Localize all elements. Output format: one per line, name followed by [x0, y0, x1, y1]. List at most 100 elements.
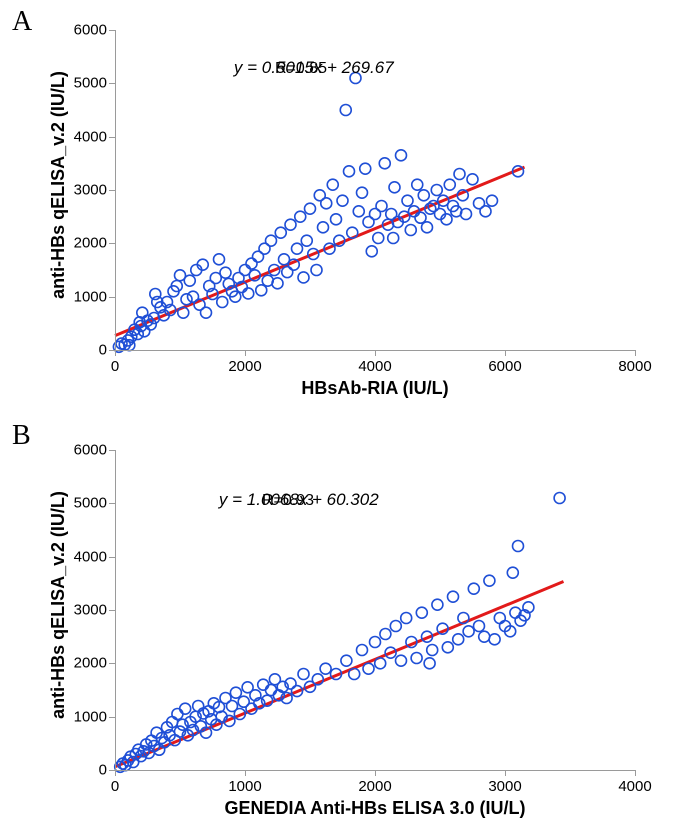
scatter-marker — [337, 195, 348, 206]
scatter-marker — [416, 607, 427, 618]
y-tick — [109, 350, 115, 351]
y-tick — [109, 83, 115, 84]
scatter-marker — [150, 289, 161, 300]
y-tick-label: 3000 — [65, 602, 107, 619]
scatter-marker — [467, 174, 478, 185]
scatter-marker — [295, 211, 306, 222]
scatter-marker — [172, 709, 183, 720]
x-tick-label: 4000 — [358, 358, 391, 375]
scatter-marker — [402, 195, 413, 206]
y-tick-label: 2000 — [65, 655, 107, 672]
scatter-marker — [396, 150, 407, 161]
x-tick — [635, 350, 636, 356]
y-tick — [109, 503, 115, 504]
scatter-marker — [298, 669, 309, 680]
panel-letter-b: B — [12, 420, 31, 452]
scatter-marker — [282, 267, 293, 278]
scatter-marker — [311, 265, 322, 276]
scatter-marker — [376, 201, 387, 212]
y-tick-label: 4000 — [65, 548, 107, 565]
scatter-marker — [375, 658, 386, 669]
scatter-marker — [298, 272, 309, 283]
x-tick-label: 4000 — [618, 778, 651, 795]
y-tick — [109, 243, 115, 244]
scatter-marker — [487, 195, 498, 206]
scatter-marker — [442, 642, 453, 653]
y-tick-label: 3000 — [65, 182, 107, 199]
scatter-marker — [318, 222, 329, 233]
y-axis-a — [115, 30, 116, 350]
scatter-marker — [454, 169, 465, 180]
scatter-marker — [180, 703, 191, 714]
scatter-marker — [453, 634, 464, 645]
x-tick-label: 2000 — [358, 778, 391, 795]
scatter-marker — [418, 190, 429, 201]
x-tick — [505, 770, 506, 776]
y-tick-label: 1000 — [65, 288, 107, 305]
panel-letter-a: A — [12, 6, 32, 38]
scatter-marker — [357, 645, 368, 656]
y-tick-label: 5000 — [65, 495, 107, 512]
scatter-marker — [468, 583, 479, 594]
scatter-marker — [494, 613, 505, 624]
x-tick-label: 3000 — [488, 778, 521, 795]
y-tick-label: 0 — [65, 342, 107, 359]
x-tick — [115, 350, 116, 356]
scatter-marker — [411, 653, 422, 664]
x-tick — [375, 350, 376, 356]
scatter-marker — [357, 187, 368, 198]
y-tick — [109, 190, 115, 191]
scatter-marker — [340, 105, 351, 116]
scatter-marker — [201, 307, 212, 318]
scatter-marker — [285, 219, 296, 230]
scatter-marker — [246, 258, 257, 269]
y-tick — [109, 610, 115, 611]
x-tick-label: 0 — [111, 778, 119, 795]
scatter-marker — [275, 227, 286, 238]
scatter-marker — [220, 267, 231, 278]
y-tick — [109, 770, 115, 771]
scatter-marker — [380, 629, 391, 640]
r-value-b: R=0.93 — [262, 492, 314, 510]
x-tick — [115, 770, 116, 776]
scatter-marker — [427, 645, 438, 656]
scatter-marker — [513, 541, 524, 552]
x-tick-label: 8000 — [618, 358, 651, 375]
scatter-marker — [479, 631, 490, 642]
scatter-marker — [554, 493, 565, 504]
scatter-marker — [474, 621, 485, 632]
scatter-marker — [389, 182, 400, 193]
scatter-marker — [461, 209, 472, 220]
y-tick — [109, 450, 115, 451]
scatter-marker — [321, 198, 332, 209]
y-tick — [109, 297, 115, 298]
scatter-marker — [217, 297, 228, 308]
x-axis-title-b: GENEDIA Anti-HBs ELISA 3.0 (IU/L) — [115, 798, 635, 819]
scatter-marker — [230, 687, 241, 698]
x-tick — [375, 770, 376, 776]
y-tick-label: 6000 — [65, 22, 107, 39]
x-tick-label: 0 — [111, 358, 119, 375]
scatter-marker — [388, 233, 399, 244]
y-tick-label: 5000 — [65, 75, 107, 92]
scatter-marker — [405, 225, 416, 236]
y-tick — [109, 663, 115, 664]
y-tick-label: 2000 — [65, 235, 107, 252]
fit-line — [115, 582, 564, 767]
x-tick — [245, 770, 246, 776]
scatter-marker — [366, 246, 377, 257]
scatter-marker — [363, 663, 374, 674]
scatter-marker — [432, 599, 443, 610]
y-tick — [109, 137, 115, 138]
scatter-marker — [401, 613, 412, 624]
scatter-marker — [448, 591, 459, 602]
figure-root: A 0 2000 4000 6000 8000 0 1000 2000 3000 4000 500… — [0, 0, 685, 831]
y-tick — [109, 717, 115, 718]
scatter-marker — [463, 626, 474, 637]
scatter-marker — [390, 621, 401, 632]
scatter-marker — [373, 233, 384, 244]
y-tick-label: 6000 — [65, 442, 107, 459]
y-axis-b — [115, 450, 116, 770]
y-tick-label: 4000 — [65, 128, 107, 145]
scatter-marker — [243, 288, 254, 299]
